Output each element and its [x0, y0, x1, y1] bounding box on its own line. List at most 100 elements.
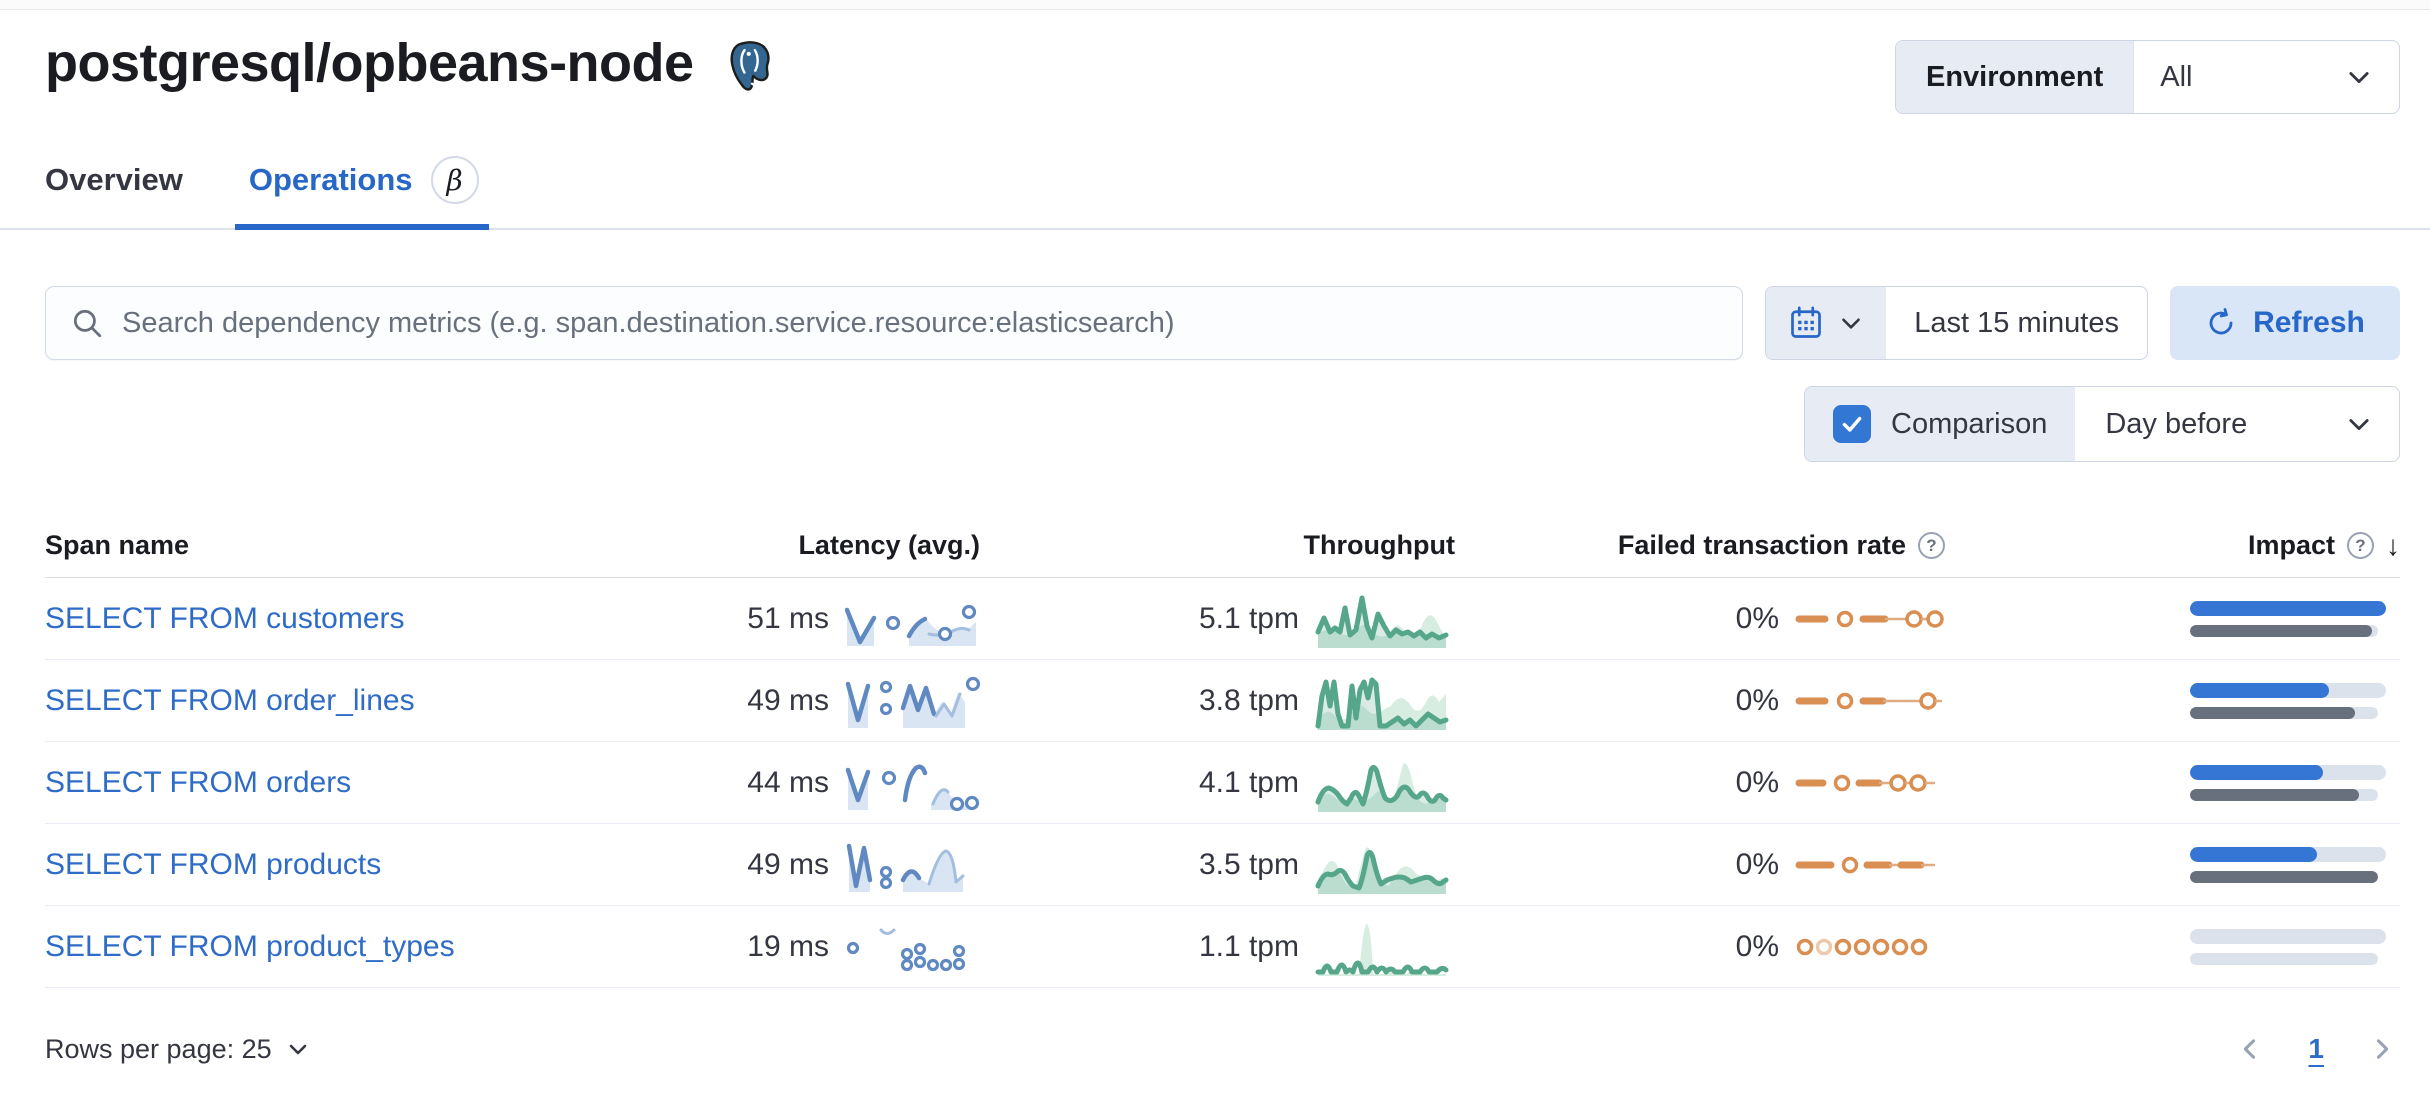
- latency-cell: 49 ms: [640, 672, 980, 730]
- help-icon[interactable]: ?: [1918, 532, 1945, 559]
- comparison-checkbox[interactable]: [1833, 405, 1871, 443]
- span-link[interactable]: SELECT FROM order_lines: [45, 683, 415, 717]
- search-box[interactable]: [45, 286, 1744, 360]
- latency-value: 44 ms: [747, 765, 829, 799]
- chevron-down-icon: [2349, 72, 2369, 84]
- throughput-cell: 3.5 tpm: [980, 834, 1455, 896]
- chevron-down-icon: [289, 1044, 306, 1055]
- throughput-sparkline: [1315, 846, 1449, 894]
- check-icon: [1842, 416, 1862, 432]
- impact-bar-previous: [2190, 624, 2378, 637]
- col-throughput[interactable]: Throughput: [1303, 530, 1455, 560]
- span-link[interactable]: SELECT FROM product_types: [45, 929, 455, 963]
- latency-cell: 49 ms: [640, 836, 980, 894]
- window-top-edge: [0, 0, 2430, 10]
- failed-rate-cell: 0%: [1455, 683, 1945, 719]
- col-impact-label: Impact: [2247, 530, 2335, 560]
- table-row: SELECT FROM order_lines 49 ms 3.8 tpm: [45, 660, 2400, 742]
- latency-sparkline: [846, 928, 966, 971]
- table-footer: Rows per page: 25 1: [0, 1016, 2430, 1082]
- chevron-down-icon: [2349, 419, 2369, 431]
- latency-sparkline: [845, 676, 980, 728]
- impact-bar-previous: [2190, 788, 2378, 801]
- previous-page-button[interactable]: [2236, 1035, 2264, 1063]
- throughput-value: 4.1 tpm: [1198, 765, 1299, 799]
- tab-bar: Overview Operations β: [0, 156, 2430, 230]
- rows-per-page-button[interactable]: Rows per page: 25: [45, 1034, 310, 1065]
- span-link[interactable]: SELECT FROM products: [45, 847, 382, 881]
- col-impact[interactable]: Impact ? ↓: [2248, 530, 2400, 562]
- impact-bar-current: [2190, 764, 2386, 780]
- refresh-icon: [2209, 308, 2233, 335]
- search-icon: [73, 309, 102, 338]
- throughput-cell: 4.1 tpm: [980, 752, 1455, 814]
- impact-bar-previous: [2190, 706, 2378, 719]
- table-row: SELECT FROM product_types 19 ms 1.1: [45, 906, 2400, 988]
- comparison-row: Comparison Day before: [0, 386, 2430, 462]
- title-wrap: postgresql/opbeans-node: [45, 32, 780, 94]
- throughput-value: 5.1 tpm: [1198, 601, 1299, 635]
- operations-table: Span name Latency (avg.) Throughput Fail…: [45, 514, 2400, 988]
- impact-bar-current: [2190, 682, 2386, 698]
- span-link[interactable]: SELECT FROM orders: [45, 765, 352, 799]
- impact-bar-previous: [2190, 870, 2378, 883]
- sort-descending-icon[interactable]: ↓: [2386, 529, 2400, 561]
- table-header: Span name Latency (avg.) Throughput Fail…: [45, 514, 2400, 578]
- tab-overview-label: Overview: [45, 162, 183, 197]
- chevron-left-icon: [2244, 1039, 2256, 1059]
- failed-rate-value: 0%: [1735, 683, 1779, 717]
- latency-value: 51 ms: [747, 601, 829, 635]
- failed-rate-sparkline: [1795, 856, 1935, 873]
- col-failed-rate[interactable]: Failed transaction rate ?: [1618, 530, 1945, 561]
- rows-per-page-label: Rows per page: 25: [45, 1033, 272, 1064]
- col-span-name: Span name: [45, 530, 190, 560]
- failed-rate-sparkline: [1795, 773, 1935, 792]
- table-row: SELECT FROM customers 51 ms 5.1 tpm: [45, 578, 2400, 660]
- help-icon[interactable]: ?: [2347, 532, 2374, 559]
- comparison-select[interactable]: Day before: [2075, 387, 2399, 461]
- next-page-button[interactable]: [2368, 1035, 2396, 1063]
- page-header: postgresql/opbeans-node Environment All: [0, 10, 2430, 114]
- page-number[interactable]: 1: [2308, 1033, 2324, 1064]
- throughput-sparkline: [1315, 923, 1449, 976]
- failed-rate-value: 0%: [1735, 847, 1779, 881]
- postgresql-logo-icon: [730, 41, 770, 91]
- beta-badge: β: [430, 156, 479, 204]
- latency-sparkline: [845, 604, 977, 646]
- impact-bar-current: [2190, 928, 2386, 944]
- refresh-button[interactable]: Refresh: [2170, 286, 2400, 360]
- impact-bar-current: [2190, 846, 2386, 862]
- col-latency[interactable]: Latency (avg.): [798, 530, 980, 560]
- pagination: 1: [2236, 1033, 2396, 1065]
- comparison-toggle[interactable]: Comparison: [1805, 387, 2076, 461]
- latency-sparkline: [845, 764, 980, 811]
- environment-label: Environment: [1896, 41, 2135, 113]
- latency-value: 19 ms: [747, 929, 829, 963]
- search-input[interactable]: [122, 306, 1733, 340]
- date-picker-quick-menu[interactable]: [1766, 287, 1887, 359]
- throughput-value: 3.5 tpm: [1198, 847, 1299, 881]
- tab-overview[interactable]: Overview: [45, 156, 183, 228]
- chevron-down-icon: [1842, 318, 1861, 329]
- calendar-icon: [1791, 306, 1822, 338]
- throughput-value: 3.8 tpm: [1198, 683, 1299, 717]
- span-link[interactable]: SELECT FROM customers: [45, 601, 405, 635]
- environment-select[interactable]: Environment All: [1895, 40, 2400, 114]
- impact-bar-previous: [2190, 952, 2378, 965]
- tab-operations[interactable]: Operations β: [234, 156, 489, 230]
- time-range-value[interactable]: Last 15 minutes: [1914, 306, 2119, 339]
- throughput-sparkline: [1315, 595, 1449, 648]
- refresh-label: Refresh: [2253, 306, 2365, 339]
- failed-rate-sparkline: [1795, 609, 1944, 628]
- throughput-value: 1.1 tpm: [1198, 929, 1299, 963]
- comparison-selected: Day before: [2105, 407, 2248, 440]
- failed-rate-value: 0%: [1735, 765, 1779, 799]
- latency-sparkline: [846, 843, 965, 892]
- environment-value[interactable]: All: [2134, 41, 2399, 113]
- latency-value: 49 ms: [747, 847, 829, 881]
- failed-rate-cell: 0%: [1455, 601, 1945, 637]
- latency-cell: 44 ms: [640, 754, 980, 812]
- col-failed-rate-label: Failed transaction rate: [1617, 530, 1906, 560]
- throughput-cell: 1.1 tpm: [980, 916, 1455, 978]
